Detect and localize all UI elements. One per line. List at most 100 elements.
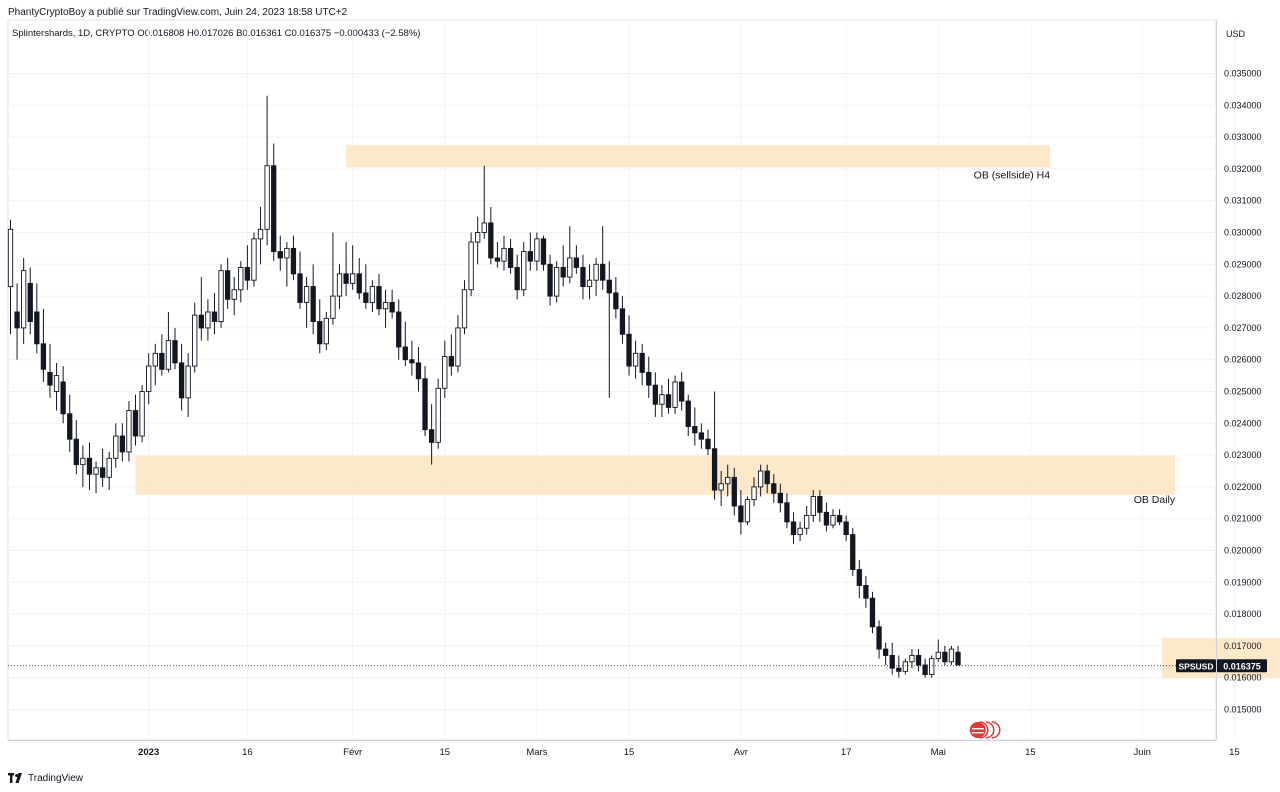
time-tick-label: Mars — [526, 747, 547, 758]
candle-body — [725, 476, 731, 485]
candle-body — [468, 241, 474, 291]
candle-body — [955, 651, 961, 666]
candle-body — [593, 263, 599, 281]
candle-body — [218, 270, 224, 322]
candle-body — [126, 410, 132, 453]
time-tick-label: 15 — [1025, 747, 1036, 758]
candle-body — [902, 661, 909, 672]
candle-body — [731, 476, 737, 507]
candle-body — [869, 597, 876, 628]
zone-rect — [135, 455, 1176, 495]
candle-body — [422, 378, 428, 431]
candle-body — [172, 340, 178, 364]
candles — [7, 95, 961, 678]
candle-body — [632, 352, 639, 367]
candle-body — [238, 267, 244, 291]
zone-label: OB Daily — [1134, 494, 1176, 506]
price-tick-label: 0.017000 — [1224, 641, 1262, 651]
candle-body — [264, 165, 270, 230]
candle-body — [290, 247, 297, 275]
candle-body — [830, 515, 836, 526]
candle-body — [86, 457, 93, 475]
zone-rect — [1162, 637, 1280, 679]
candle-body — [580, 267, 586, 288]
candle-body — [21, 270, 27, 329]
event-marker-icon — [985, 721, 995, 739]
symbol-tag-bg — [1176, 659, 1216, 673]
candle-body — [751, 486, 757, 501]
publisher-line: PhantyCryptoBoy a publié sur TradingView… — [8, 7, 348, 18]
candle-body — [93, 467, 99, 475]
price-tick-label: 0.033000 — [1224, 132, 1262, 142]
candle-body — [652, 384, 658, 405]
price-tick-label: 0.021000 — [1224, 514, 1262, 524]
footer[interactable]: TradingView — [8, 770, 83, 786]
time-tick-label: Févr — [343, 747, 362, 758]
candle-body — [14, 311, 20, 329]
candle-body — [257, 228, 264, 240]
candle-body — [297, 273, 303, 303]
time-tick-label: Juin — [1134, 747, 1151, 758]
candle-body — [659, 394, 665, 405]
price-tick-label: 0.020000 — [1224, 546, 1262, 556]
candle-body — [810, 495, 816, 516]
candle-body — [7, 228, 14, 288]
candle-body — [60, 381, 66, 415]
time-tick-label: 17 — [841, 747, 852, 758]
candle-body — [336, 273, 343, 297]
candle-body — [119, 435, 126, 453]
candle-body — [205, 311, 211, 329]
candle-body — [823, 511, 830, 526]
candle-body — [646, 371, 652, 386]
candle-body — [777, 492, 784, 504]
candle-body — [935, 651, 941, 660]
candle-body — [330, 295, 336, 319]
candle-body — [909, 654, 915, 663]
candle-body — [402, 346, 408, 361]
candle-body — [192, 314, 198, 367]
candle-body — [738, 505, 744, 523]
candle-body — [409, 359, 415, 364]
price-tick-label: 0.022000 — [1224, 482, 1262, 492]
candle-body — [600, 263, 606, 281]
price-tick-label: 0.026000 — [1224, 355, 1262, 365]
candle-body — [692, 426, 698, 434]
candle-body — [507, 247, 514, 268]
candle-body — [310, 286, 316, 322]
candle-body — [613, 292, 619, 310]
candle-body — [804, 515, 810, 529]
candle-body — [534, 238, 540, 262]
candle-body — [744, 499, 751, 523]
tradingview-logo-icon — [8, 773, 22, 783]
candle-body — [73, 438, 79, 466]
candle-body — [606, 279, 612, 294]
candle-body — [396, 311, 402, 348]
candle-body — [560, 267, 566, 278]
candle-body — [53, 375, 60, 392]
symbol-tag: SPSUSD — [1179, 661, 1214, 671]
currency-label: USD — [1226, 29, 1246, 39]
candle-body — [850, 534, 856, 571]
candle-body — [882, 648, 889, 656]
zone-rect — [346, 145, 1051, 168]
price-tick-label: 0.030000 — [1224, 228, 1262, 238]
price-tick-label: 0.028000 — [1224, 291, 1262, 301]
candle-body — [929, 658, 935, 675]
price-tick-label: 0.018000 — [1224, 609, 1262, 619]
candle-body — [856, 569, 862, 586]
candle-body — [435, 387, 441, 443]
grid — [7, 19, 1235, 741]
candle-body — [317, 321, 323, 345]
candle-body — [244, 267, 251, 281]
last-price-tag: 0.016375 — [1223, 661, 1261, 671]
time-tick-label: 2023 — [138, 747, 159, 758]
header: PhantyCryptoBoy a publié sur TradingView… — [0, 0, 1280, 39]
candle-body — [40, 343, 47, 370]
candle-body — [146, 365, 152, 392]
candle-body — [665, 394, 672, 408]
candle-body — [415, 362, 422, 380]
candle-body — [461, 289, 468, 329]
candle-body — [573, 257, 580, 268]
